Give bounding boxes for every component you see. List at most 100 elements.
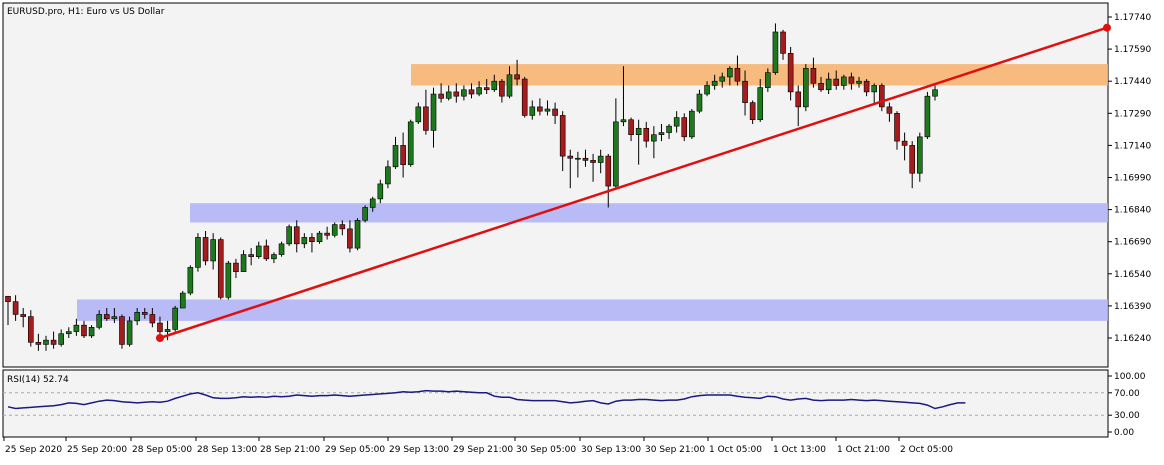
trendline	[159, 26, 1108, 340]
candle	[73, 318, 80, 336]
candle-body	[225, 262, 232, 298]
candle-body	[643, 127, 650, 142]
candle	[445, 85, 452, 101]
candle	[309, 233, 315, 253]
candle-body	[886, 106, 893, 114]
candle-body	[901, 140, 908, 146]
rsi-tick-label: 100.00	[1114, 372, 1146, 382]
candle-body	[628, 119, 634, 136]
candle-body	[134, 312, 140, 322]
candle-body	[734, 68, 741, 82]
candle	[483, 79, 490, 95]
price-axis: 1.17740 1.17590 1.17440 1.17290 1.17140 1.169…	[1108, 13, 1151, 344]
candle	[772, 23, 779, 75]
time-tick-label: 30 Sep 21:00	[645, 445, 705, 455]
candle	[719, 72, 726, 88]
candle	[407, 119, 414, 167]
candle	[856, 76, 862, 88]
candle-body	[711, 80, 718, 86]
candle-body	[658, 132, 665, 135]
candle	[673, 111, 680, 133]
candle	[757, 79, 764, 122]
candle	[628, 117, 634, 142]
candle	[575, 151, 581, 178]
candle	[187, 265, 194, 296]
candle-body	[88, 326, 95, 337]
candle-body	[780, 31, 786, 54]
candle-body	[590, 160, 596, 163]
candle-body	[924, 95, 931, 138]
candle-body	[537, 106, 543, 112]
candle-body	[438, 93, 444, 99]
candle	[468, 83, 475, 99]
candle-body	[12, 301, 19, 315]
candle	[126, 316, 133, 347]
candle	[749, 100, 756, 124]
candle	[894, 111, 900, 150]
candle-body	[35, 341, 42, 345]
support-zone	[190, 203, 1108, 223]
candle-body	[141, 312, 148, 315]
candle-body	[506, 74, 513, 97]
candle-body	[749, 102, 756, 121]
candle-body	[445, 91, 452, 99]
candle-body	[620, 119, 627, 123]
candle-body	[324, 232, 330, 236]
candle-body	[544, 108, 551, 112]
candle-body	[331, 224, 338, 236]
candle-body	[233, 262, 239, 272]
candle	[544, 100, 551, 116]
candle	[491, 74, 498, 92]
candle	[787, 46, 794, 101]
price-tick-label: 1.16690	[1114, 238, 1151, 248]
candle	[293, 220, 300, 253]
candle-body	[157, 322, 163, 332]
candle-body	[491, 80, 498, 91]
time-tick-label: 30 Sep 05:00	[516, 445, 576, 455]
candle-body	[400, 145, 406, 165]
rsi-tick-label: 30.00	[1114, 411, 1140, 421]
candle-body	[111, 316, 118, 320]
candle-body	[103, 314, 110, 320]
candle-body	[825, 78, 832, 91]
candle	[50, 331, 57, 349]
candle-body	[894, 113, 900, 142]
candle	[271, 252, 277, 264]
price-tick-label: 1.17590	[1114, 45, 1151, 55]
candle	[461, 85, 467, 101]
candle-body	[803, 68, 809, 108]
candle	[825, 72, 832, 95]
support-zone	[77, 299, 1108, 321]
candle	[157, 316, 163, 336]
candle	[65, 327, 72, 338]
candle	[643, 121, 650, 148]
rsi-axis: 100.00 70.00 30.00 0.00	[1108, 372, 1146, 438]
candle	[780, 29, 786, 60]
candle	[917, 132, 923, 182]
candle	[385, 160, 391, 189]
candle	[886, 102, 893, 122]
rsi-line	[7, 389, 966, 410]
candle	[263, 239, 270, 261]
candle-body	[476, 87, 482, 95]
candle	[597, 149, 604, 174]
candle-body	[848, 76, 855, 84]
candle	[96, 310, 102, 330]
candle	[841, 74, 847, 90]
candle	[210, 233, 216, 270]
candle-body	[301, 237, 308, 245]
candle-body	[286, 226, 292, 245]
candle-body	[248, 254, 254, 257]
candle	[803, 64, 809, 112]
candle-body	[704, 85, 710, 95]
price-tick-label: 1.16990	[1114, 174, 1151, 184]
candle	[879, 83, 885, 112]
rsi-tick-label: 0.00	[1114, 428, 1134, 438]
candle	[339, 220, 346, 236]
candle	[347, 220, 353, 253]
candle	[476, 81, 482, 97]
candle	[233, 258, 239, 279]
rsi-layer	[3, 389, 1108, 416]
candle-body	[499, 80, 505, 97]
